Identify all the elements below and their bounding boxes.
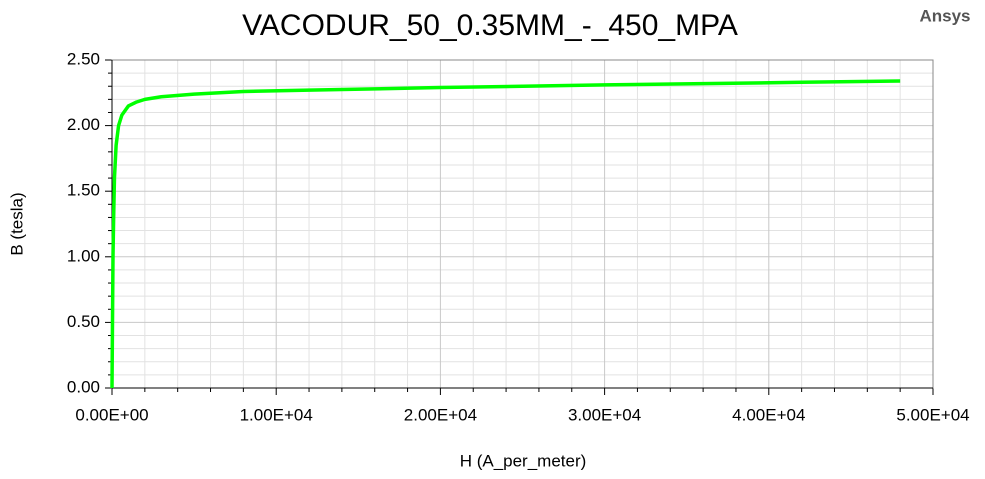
x-tick-label: 2.00E+04 [404,405,477,424]
x-tick-label: 0.00E+00 [75,405,148,424]
y-tick-label: 1.50 [67,181,100,200]
x-tick-label: 4.00E+04 [732,405,805,424]
y-tick-label: 0.50 [67,312,100,331]
x-axis-label: H (A_per_meter) [460,451,587,470]
curve [110,79,901,389]
y-axis-label: B (tesla) [7,192,26,255]
chart-title: VACODUR_50_0.35MM_-_450_MPA [242,9,738,42]
y-tick-label: 1.00 [67,246,100,265]
x-tick-label: 1.00E+04 [240,405,313,424]
y-tick-label: 0.00 [67,377,100,396]
x-tick-label: 5.00E+04 [896,405,969,424]
brand: Ansys [919,6,970,25]
x-tick-label: 3.00E+04 [568,405,641,424]
y-tick-label: 2.50 [67,49,100,68]
y-tick-label: 2.00 [67,115,100,134]
